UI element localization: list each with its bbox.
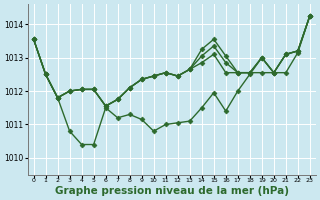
X-axis label: Graphe pression niveau de la mer (hPa): Graphe pression niveau de la mer (hPa) bbox=[55, 186, 289, 196]
